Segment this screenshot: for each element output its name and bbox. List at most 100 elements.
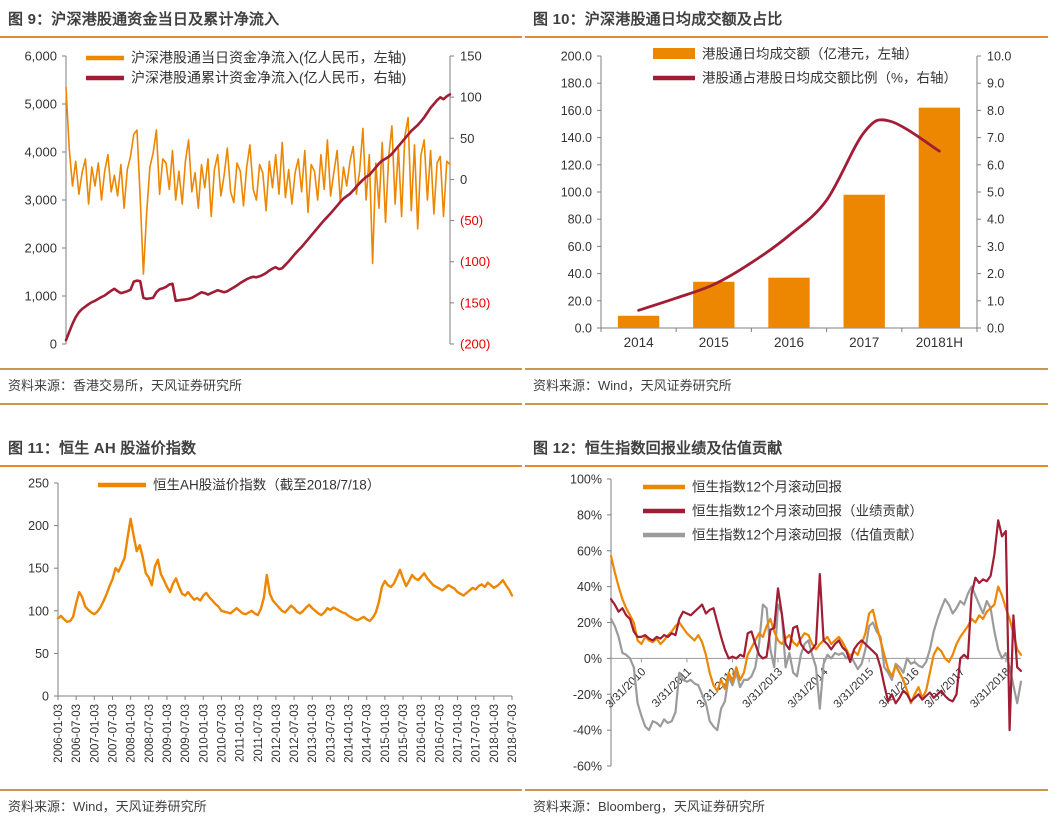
section-divider-rule	[525, 403, 1048, 405]
axis-tick-label: 0%	[584, 652, 602, 666]
axis-tick-label: 6,000	[24, 49, 57, 64]
axis-tick-label: 2,000	[24, 241, 57, 256]
legend-label: 恒生指数12个月滚动回报（业绩贡献）	[692, 503, 923, 519]
section-divider-rule	[0, 403, 522, 405]
figure-panel-12: 图 12：恒生指数回报业绩及估值贡献 100% 80% 60% 40% 20% 0% -20…	[525, 425, 1051, 827]
data-series	[56, 517, 514, 624]
category-label: 2016	[774, 335, 804, 350]
axis-tick-label: 140.0	[561, 131, 592, 145]
data-series	[609, 585, 1023, 732]
date-label: 2018-07-03	[507, 704, 519, 763]
date-label: 2006-07-03	[71, 704, 83, 763]
date-label: 2015-01-03	[380, 704, 392, 763]
figure-11-title: 图 11：恒生 AH 股溢价指数	[8, 440, 197, 457]
date-label: 2014-07-03	[362, 704, 374, 763]
date-label: 2008-01-03	[126, 704, 138, 763]
axis-tick-label: 4.0	[987, 213, 1004, 227]
axis-tick-label: 100%	[570, 473, 602, 487]
source-rule	[0, 368, 522, 370]
legend-label: 沪深港股通当日资金净流入(亿人民币，左轴)	[131, 50, 406, 66]
figure-panel-9: 图 9：沪深港股通资金当日及累计净流入 6,000 5,000 4,000 3,000…	[0, 0, 525, 425]
figure-9-title: 图 9：沪深港股通资金当日及累计净流入	[8, 11, 280, 28]
axis-tick-label: -60%	[573, 760, 602, 774]
category-label: 20181H	[916, 335, 963, 350]
category-label: 2015	[699, 335, 729, 350]
axis-tick-label: (200)	[460, 337, 490, 352]
source-note: 资料来源：Bloomberg，天风证券研究所	[533, 799, 765, 814]
date-label: 2016-07-03	[434, 704, 446, 763]
axis-tick-label: 150	[460, 49, 482, 64]
axis-tick-label: (150)	[460, 295, 490, 310]
date-label: 2012-07-03	[289, 704, 301, 763]
hk-connect-turnover-chart: 200.0 180.0 160.0 140.0 120.0 100.0 80.0 60.0 40…	[561, 46, 1012, 351]
axis-tick-label: 9.0	[987, 77, 1004, 91]
legend-label: 沪深港股通累计资金净流入(亿人民币，右轴)	[131, 70, 406, 86]
source-note: 资料来源：Wind，天风证券研究所	[533, 378, 732, 393]
legend: 港股通日均成交额（亿港元，左轴） 港股通占港股日均成交额比例（%，右轴）	[653, 46, 957, 86]
axis-tick-label: 120.0	[561, 158, 592, 172]
axis-tick-label: 40%	[577, 580, 602, 594]
axis-tick-label: (50)	[460, 213, 483, 228]
title-rule	[525, 36, 1048, 38]
source-rule	[525, 789, 1048, 791]
legend-label: 恒生指数12个月滚动回报（估值贡献）	[692, 527, 923, 543]
date-label: 2016-01-03	[416, 704, 428, 763]
legend: 恒生AH股溢价指数（截至2018/7/18）	[98, 478, 380, 493]
axis-tick-label: 200.0	[561, 50, 592, 64]
axis-tick-label: 0	[42, 690, 49, 704]
source-rule	[0, 789, 522, 791]
date-label: 2007-01-03	[89, 704, 101, 763]
hk-connect-flow-chart: 6,000 5,000 4,000 3,000 2,000 1,000 0 150 100 50 0…	[24, 49, 490, 352]
data-series	[64, 93, 452, 342]
axis-tick-label: 100.0	[561, 186, 592, 200]
source-note: 资料来源：香港交易所，天风证券研究所	[8, 378, 243, 393]
hsi-return-decomposition-chart: 100%80%60%40%20%0%-20%-40%-60%3/31/2010 3…	[570, 473, 1023, 774]
category-label: 2014	[624, 335, 655, 350]
axis-tick-label: 2.0	[987, 267, 1004, 281]
axis-tick-label: 50	[460, 131, 474, 146]
date-label: 2006-01-03	[53, 704, 65, 763]
ah-premium-chart: 250 200 150 100 50 0 2006-01-03 2006-07-03 2007-…	[28, 477, 519, 763]
date-label: 2017-07-03	[471, 704, 483, 763]
date-label: 2011-07-03	[253, 704, 265, 762]
date-label: 2010-01-03	[198, 704, 210, 763]
axis-tick-label: 50	[35, 647, 49, 661]
axis-tick-label: 8.0	[987, 104, 1004, 118]
date-label: 2017-01-03	[453, 704, 465, 763]
axis-tick-label: 0	[50, 337, 57, 352]
axis-tick-label: 40.0	[568, 267, 592, 281]
axis-tick-label: 5,000	[24, 97, 57, 112]
figure-panel-10: 图 10：沪深港股通日均成交额及占比 200.0 180.0 160.0 140.0 1…	[525, 0, 1051, 425]
axis-tick-label: 6.0	[987, 158, 1004, 172]
axis-tick-label: 4,000	[24, 145, 57, 160]
axis-tick-label: 20%	[577, 616, 602, 630]
axis-tick-label: -40%	[573, 724, 602, 738]
axis-tick-label: 160.0	[561, 104, 592, 118]
title-rule	[525, 465, 1048, 467]
date-label: 2013-01-03	[307, 704, 319, 763]
figure-panel-11: 图 11：恒生 AH 股溢价指数 250 200 150 100 50 0 2006-01-…	[0, 425, 525, 827]
legend-label: 恒生指数12个月滚动回报	[692, 479, 842, 495]
date-label: 2009-07-03	[180, 704, 192, 763]
bar	[843, 194, 885, 328]
axis-tick-label: 0	[460, 172, 467, 187]
axis-tick-label: 80%	[577, 508, 602, 522]
axis-tick-label: 250	[28, 477, 49, 491]
axis-tick-label: 150	[28, 562, 49, 576]
axis-tick-label: 1,000	[24, 289, 57, 304]
axis-tick-label: 20.0	[568, 294, 592, 308]
axis-tick-label: 180.0	[561, 77, 592, 91]
legend-label: 港股通占港股日均成交额比例（%，右轴）	[702, 70, 957, 86]
legend-swatch	[653, 48, 695, 59]
date-label: 2015-07-03	[398, 704, 410, 763]
axis-tick-label: 60%	[577, 544, 602, 558]
axis-tick-label: (100)	[460, 254, 490, 269]
legend-label: 港股通日均成交额（亿港元，左轴）	[702, 46, 918, 62]
bar	[768, 277, 810, 328]
axis-tick-label: 3,000	[24, 193, 57, 208]
axis-tick-label: 1.0	[987, 294, 1004, 308]
date-label: 2010-07-03	[216, 704, 228, 763]
date-label: 2009-01-03	[162, 704, 174, 763]
axis-tick-label: -20%	[573, 688, 602, 702]
